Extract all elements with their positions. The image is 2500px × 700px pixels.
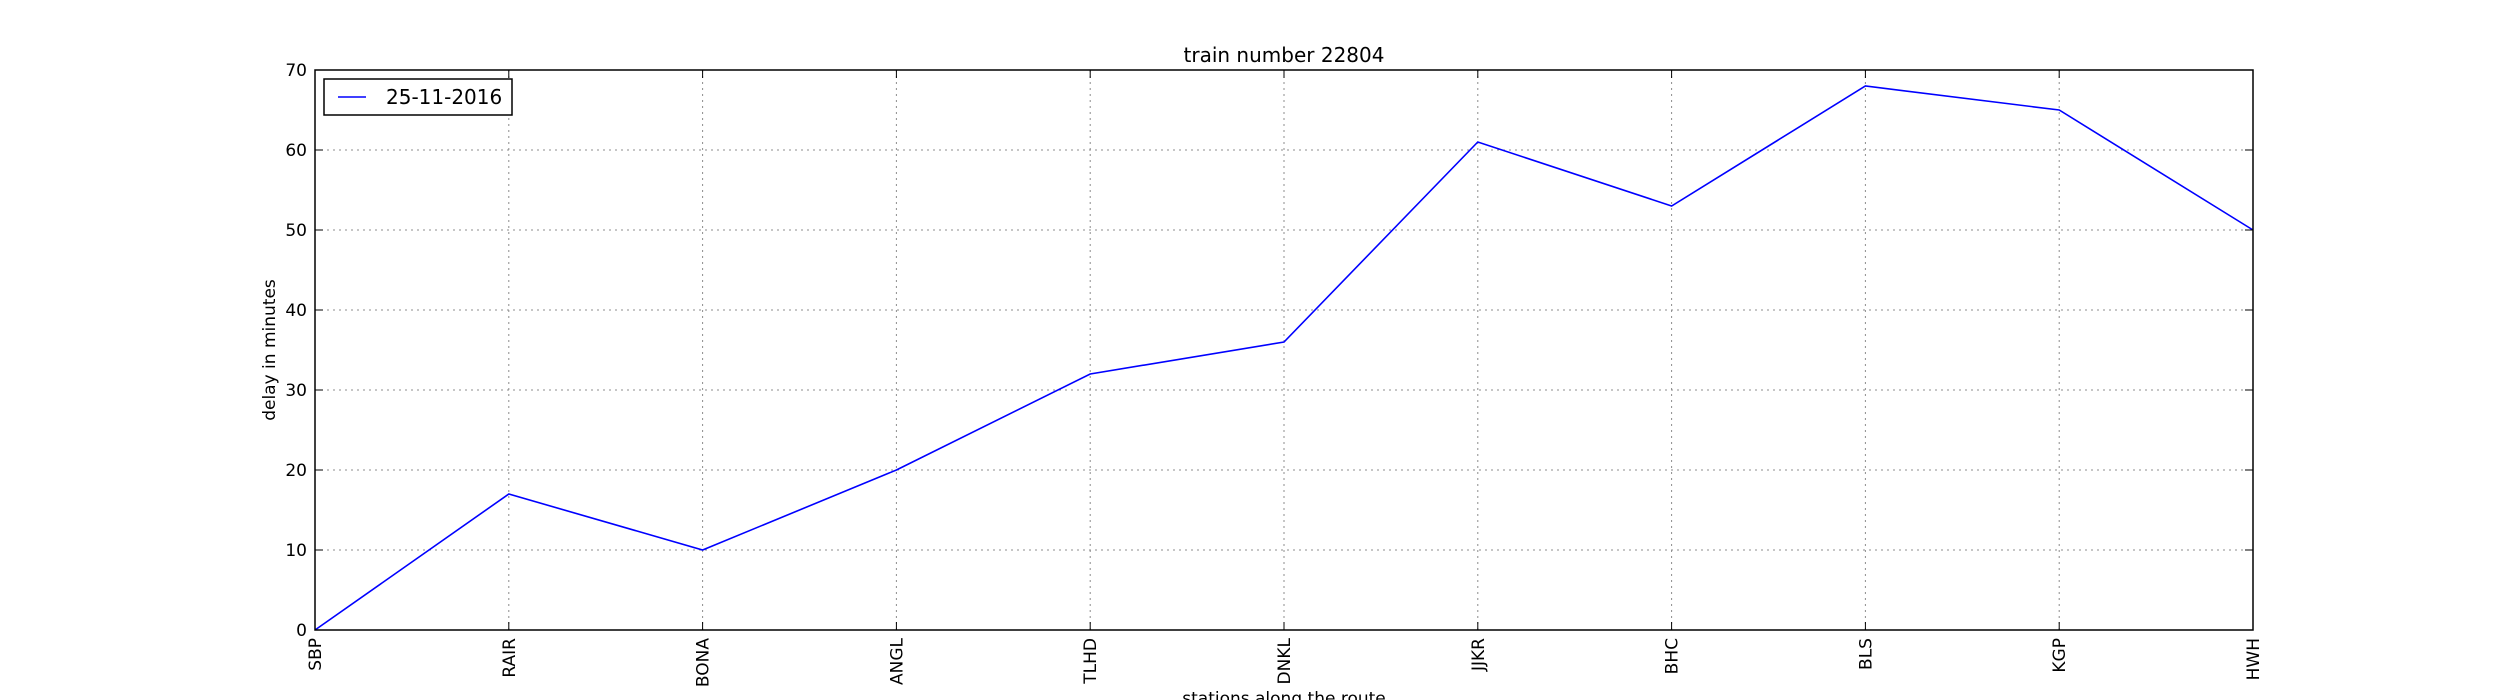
x-tick-label: BLS (1856, 638, 1876, 670)
legend-label: 25-11-2016 (386, 85, 502, 109)
y-tick-label: 30 (285, 381, 307, 401)
y-axis-label: delay in minutes (260, 279, 280, 421)
x-tick-label: BHC (1663, 638, 1683, 674)
x-tick-label: JJKR (1469, 638, 1489, 672)
y-tick-label: 60 (285, 141, 307, 161)
y-tick-label: 40 (285, 301, 307, 321)
chart-title: train number 22804 (1184, 43, 1385, 67)
y-tick-label: 20 (285, 461, 307, 481)
x-tick-label: BONA (694, 638, 714, 687)
series-layer (314, 85, 2254, 631)
y-tick-label: 50 (285, 221, 307, 241)
x-tick-label: RAIR (500, 638, 520, 678)
series-line (314, 85, 2254, 631)
x-axis-label: stations along the route (1182, 689, 1386, 700)
x-tick-label: SBP (306, 638, 326, 671)
x-tick-label: HWH (2244, 638, 2264, 680)
y-tick-label: 70 (285, 61, 307, 81)
legend: 25-11-2016 (323, 78, 513, 116)
y-tick-label: 10 (285, 541, 307, 561)
y-tick-label: 0 (296, 621, 307, 641)
x-tick-label: KGP (2050, 638, 2070, 673)
axis-ticks: 0 10 20 30 40 50 60 70 SBP RAIR BONA ANGL TLHD DNKL JJ… (285, 61, 2264, 687)
x-tick-label: TLHD (1081, 638, 1101, 685)
x-tick-label: DNKL (1275, 637, 1295, 684)
x-tick-label: ANGL (887, 637, 907, 685)
